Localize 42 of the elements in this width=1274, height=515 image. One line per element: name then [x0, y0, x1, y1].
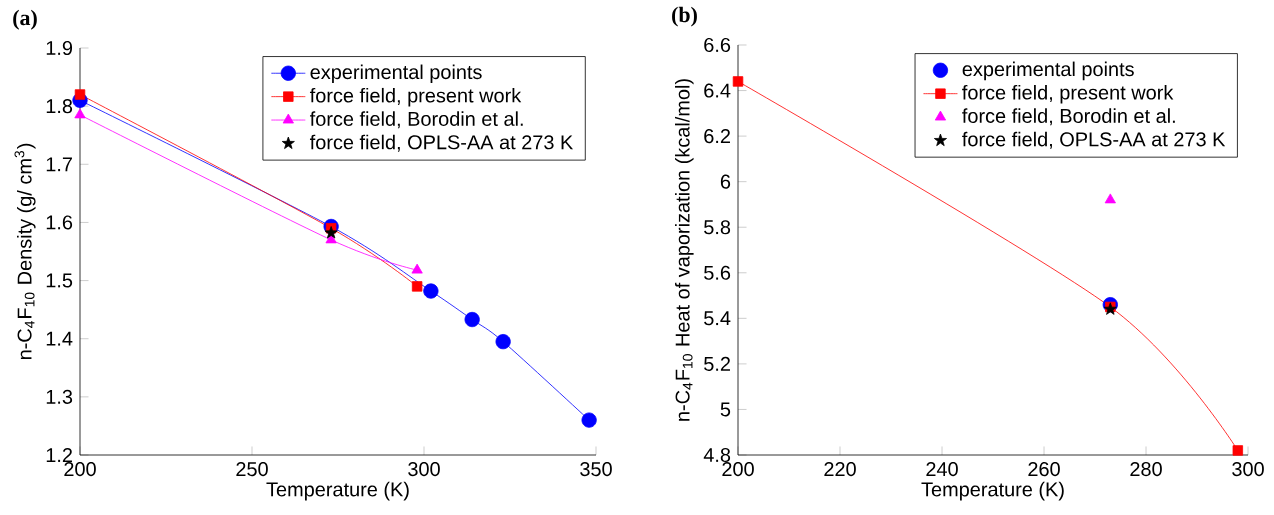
y-tick-label: 5.2: [704, 356, 730, 371]
y-tick-label: 6.6: [704, 37, 731, 53]
y-axis-title: n-C$_{4}$F$_{10}$ Density (g/ cm$^{3}$): [14, 143, 36, 360]
legend-label: force field, present work: [309, 87, 522, 107]
legend-label: experimental points: [962, 61, 1134, 81]
x-tick-label: 200: [722, 462, 754, 477]
x-tick-label: 280: [1130, 462, 1162, 477]
legend-label: force field, OPLS-AA at 273 K: [309, 134, 574, 152]
legend-label: experimental points: [310, 64, 482, 84]
y-tick-label: 5.4: [704, 311, 731, 326]
x-tick-label: 220: [824, 462, 856, 477]
y-tick-label: 1.3: [46, 389, 73, 404]
x-tick-label: 200: [64, 462, 96, 477]
x-tick-label: 260: [1028, 462, 1060, 477]
y-tick-label: 1.4: [46, 331, 73, 346]
y-tick-label: 6: [720, 174, 731, 189]
x-tick-label: 240: [926, 462, 958, 477]
x-tick-label: 300: [408, 462, 440, 477]
y-tick-label: 1.7: [46, 157, 72, 172]
x-tick-label: 300: [1232, 462, 1264, 477]
y-tick-label: 5.6: [704, 265, 731, 280]
y-tick-label: 5: [720, 402, 731, 417]
y-axis-title: n-C$_{4}$F$_{10}$ Heat of vaporization (kcal/mol): [675, 79, 694, 421]
y-tick-label: 1.2: [46, 448, 72, 462]
x-tick-label: 350: [580, 462, 612, 477]
y-tick-label: 4.8: [703, 447, 731, 463]
chart-title: (a): [13, 9, 37, 30]
y-tick-label: 1.8: [46, 99, 73, 114]
legend-label: force field, OPLS-AA at 273 K: [962, 131, 1226, 149]
x-axis-title: Temperature (K): [921, 481, 1064, 501]
legend-label: force field, Borodin et al.: [309, 111, 523, 129]
y-tick-label: 6.2: [704, 129, 730, 144]
y-tick-label: 1.6: [46, 215, 73, 230]
y-tick-label: 1.5: [46, 273, 73, 288]
x-tick-label: 250: [236, 462, 268, 477]
legend-label: force field, Borodin et al.: [962, 108, 1175, 126]
chart-title: (b): [672, 6, 697, 27]
y-tick-label: 5.8: [704, 220, 731, 235]
y-tick-label: 6.4: [704, 83, 731, 98]
x-axis-title: Temperature (K): [266, 481, 409, 501]
y-tick-label: 1.9: [46, 40, 73, 56]
legend-label: force field, present work: [962, 84, 1174, 104]
